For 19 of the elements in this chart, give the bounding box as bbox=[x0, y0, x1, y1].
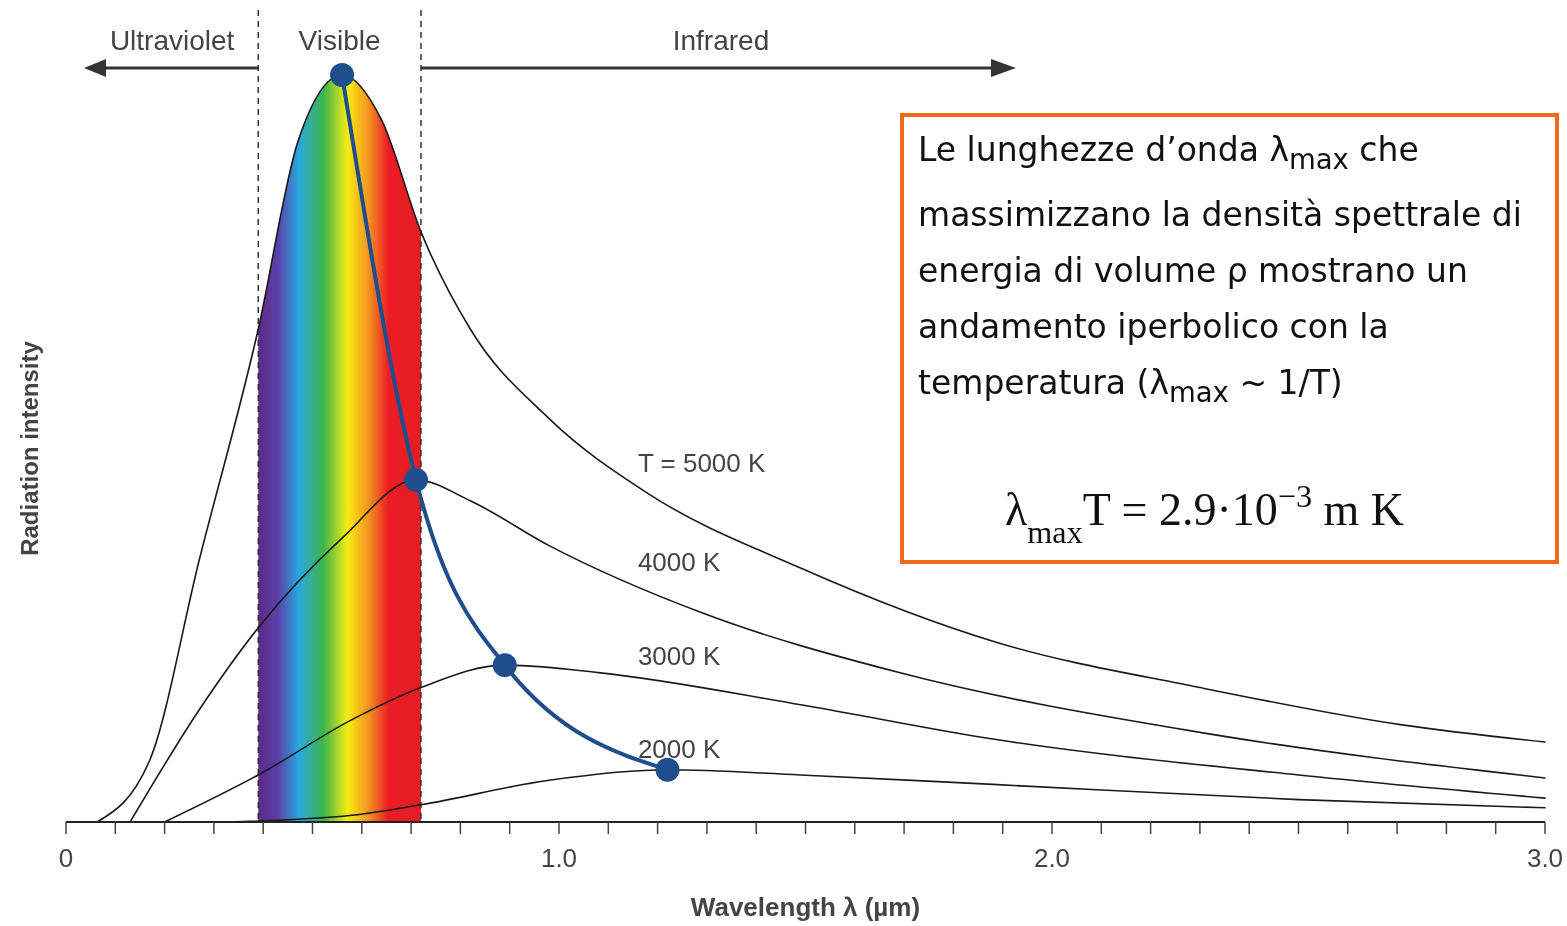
text: Infrared bbox=[672, 25, 770, 56]
point bbox=[492, 653, 517, 678]
x-tick-label: 3.0 bbox=[1526, 843, 1564, 873]
point bbox=[404, 467, 429, 492]
x-tick-label: 0 bbox=[58, 843, 74, 873]
series-label: 2000 K bbox=[637, 734, 721, 765]
x-tick-label: 2.0 bbox=[1033, 843, 1071, 873]
point bbox=[655, 757, 680, 782]
annotation: λ$_{max}$T = 2.9·10$^{−3}$ m K bbox=[1005, 478, 1405, 550]
text: Ultraviolet bbox=[109, 25, 235, 56]
text: Visible bbox=[298, 25, 381, 56]
text: Le lunghezze d’onda λ$_{max}$ che massimizzano la densità spettrale di energia di volume ρ mostrano un andamento iperbolico con la temperatura (λ$_{max}$ ~ 1/T) bbox=[918, 130, 1522, 408]
point bbox=[330, 63, 355, 87]
series-label: 4000 K bbox=[637, 546, 721, 577]
x-axis-title: Wavelength λ (µm) bbox=[690, 892, 921, 922]
series-label: T = 5000 K bbox=[637, 447, 766, 478]
series-label: 3000 K bbox=[637, 640, 721, 671]
y-axis-title: Radiation intensity bbox=[16, 340, 43, 556]
x-tick-label: 1.0 bbox=[540, 843, 578, 873]
